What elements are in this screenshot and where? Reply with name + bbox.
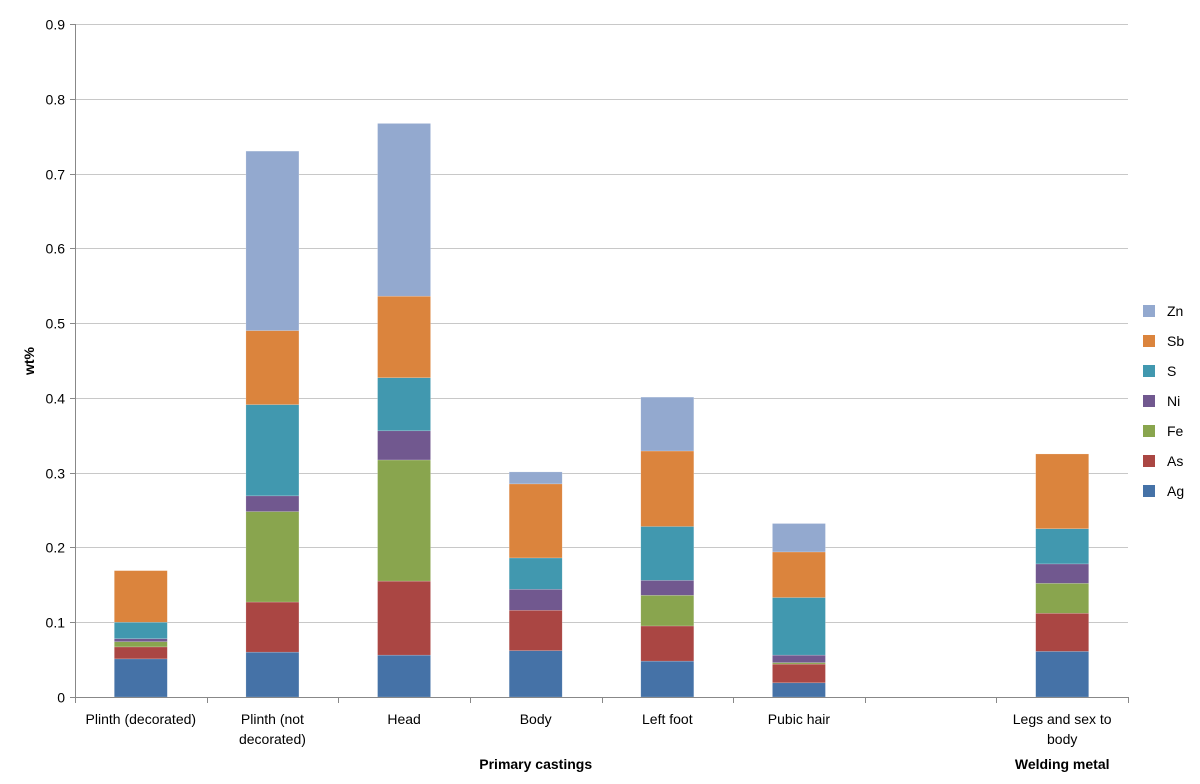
bar-segment-ni (1035, 563, 1089, 584)
x-tick-label: Plinth (decorated) (86, 711, 197, 727)
bar-segment-sb (508, 483, 563, 559)
x-tick-label: Pubic hair (768, 711, 831, 727)
legend-label-as: As (1167, 453, 1183, 469)
category-group-label: Welding metal (1015, 756, 1110, 772)
y-tick-label: 0.4 (46, 391, 66, 407)
bar-segment-ag (114, 658, 168, 698)
bar-segment-fe (114, 641, 168, 648)
x-tick-label: Legs and sex to body (1013, 711, 1112, 747)
bar-segment-zn (508, 471, 563, 485)
bar-segment-fe (245, 511, 300, 603)
x-tick-label: Body (520, 711, 552, 727)
bar-segment-fe (640, 595, 695, 627)
gridlines (75, 24, 1128, 623)
bar-segment-ni (245, 495, 300, 512)
bar-segment-ag (772, 682, 826, 698)
y-tick-label: 0.7 (46, 167, 66, 183)
bar-segment-zn (772, 523, 826, 553)
legend-label-fe: Fe (1167, 423, 1184, 439)
legend-swatch-as (1143, 455, 1155, 467)
bar-segment-as (1035, 612, 1089, 652)
bar-segment-sb (1035, 453, 1089, 530)
bar-segment-sb (114, 570, 168, 623)
bar-segment-ag (377, 654, 431, 698)
bar-segment-ni (377, 430, 431, 461)
bar-segment-s (245, 404, 300, 497)
y-axis-label: wt% (21, 346, 37, 376)
bar-segment-s (1035, 528, 1089, 565)
y-tick-label: 0.6 (46, 241, 66, 257)
bar-segment-ni (640, 580, 695, 596)
legend-swatch-ni (1143, 395, 1155, 407)
y-tick-label: 0.3 (46, 466, 66, 482)
bar-segment-ni (772, 654, 826, 663)
bar-segment-as (772, 663, 826, 684)
legend-swatch-s (1143, 365, 1155, 377)
bar-segment-sb (245, 330, 300, 405)
y-tick-label: 0.5 (46, 316, 66, 332)
bar-segment-as (114, 646, 168, 660)
legend-label-ag: Ag (1167, 483, 1184, 499)
bar-segment-zn (640, 396, 695, 452)
y-tick-label: 0 (57, 690, 65, 706)
bar-segment-fe (377, 459, 431, 582)
y-tick-label: 0.1 (46, 615, 66, 631)
bar-segment-ag (640, 660, 695, 698)
category-group-labels: Primary castings Welding metal (479, 756, 1109, 772)
x-tick-label: Left foot (642, 711, 693, 727)
bars (114, 123, 1089, 698)
y-tick-label: 0.9 (46, 17, 66, 33)
bar-segment-sb (772, 551, 826, 598)
bar-segment-ni (114, 638, 168, 642)
bar-segment-ag (508, 650, 563, 698)
legend-label-zn: Zn (1167, 303, 1183, 319)
y-tick-labels: 0 0.1 0.2 0.3 0.4 0.5 0.6 0.7 0.8 0.9 (46, 17, 75, 706)
bar-segment-as (640, 625, 695, 662)
x-tick-labels: Plinth (decorated) Plinth (not decorated) H… (86, 711, 1112, 747)
legend-label-sb: Sb (1167, 333, 1184, 349)
category-group-label: Primary castings (479, 756, 592, 772)
bar-segment-zn (245, 150, 300, 331)
legend: Zn Sb S Ni Fe As Ag (1143, 303, 1184, 499)
bar-segment-ni (508, 589, 563, 611)
legend-label-s: S (1167, 363, 1176, 379)
bar-segment-as (245, 601, 300, 653)
x-tick-label: Plinth (not decorated) (239, 711, 306, 747)
legend-label-ni: Ni (1167, 393, 1180, 409)
bar-segment-ag (245, 651, 300, 698)
bar-segment-as (508, 610, 563, 651)
legend-swatch-sb (1143, 335, 1155, 347)
y-tick-label: 0.8 (46, 92, 66, 108)
y-tick-label: 0.2 (46, 540, 66, 556)
legend-swatch-fe (1143, 425, 1155, 437)
bar-segment-s (377, 377, 431, 432)
bar-segment-sb (640, 450, 695, 527)
axes (75, 24, 1129, 703)
bar-segment-s (508, 557, 563, 590)
bar-segment-s (772, 597, 826, 656)
legend-swatch-ag (1143, 485, 1155, 497)
bar-segment-fe (1035, 583, 1089, 614)
bar-segment-ag (1035, 651, 1089, 698)
bar-segment-s (114, 621, 168, 639)
legend-swatch-zn (1143, 305, 1155, 317)
x-tick-label: Head (387, 711, 420, 727)
bar-segment-s (640, 526, 695, 581)
bar-segment-zn (377, 123, 431, 297)
bar-segment-sb (377, 295, 431, 378)
bar-segment-as (377, 580, 431, 656)
